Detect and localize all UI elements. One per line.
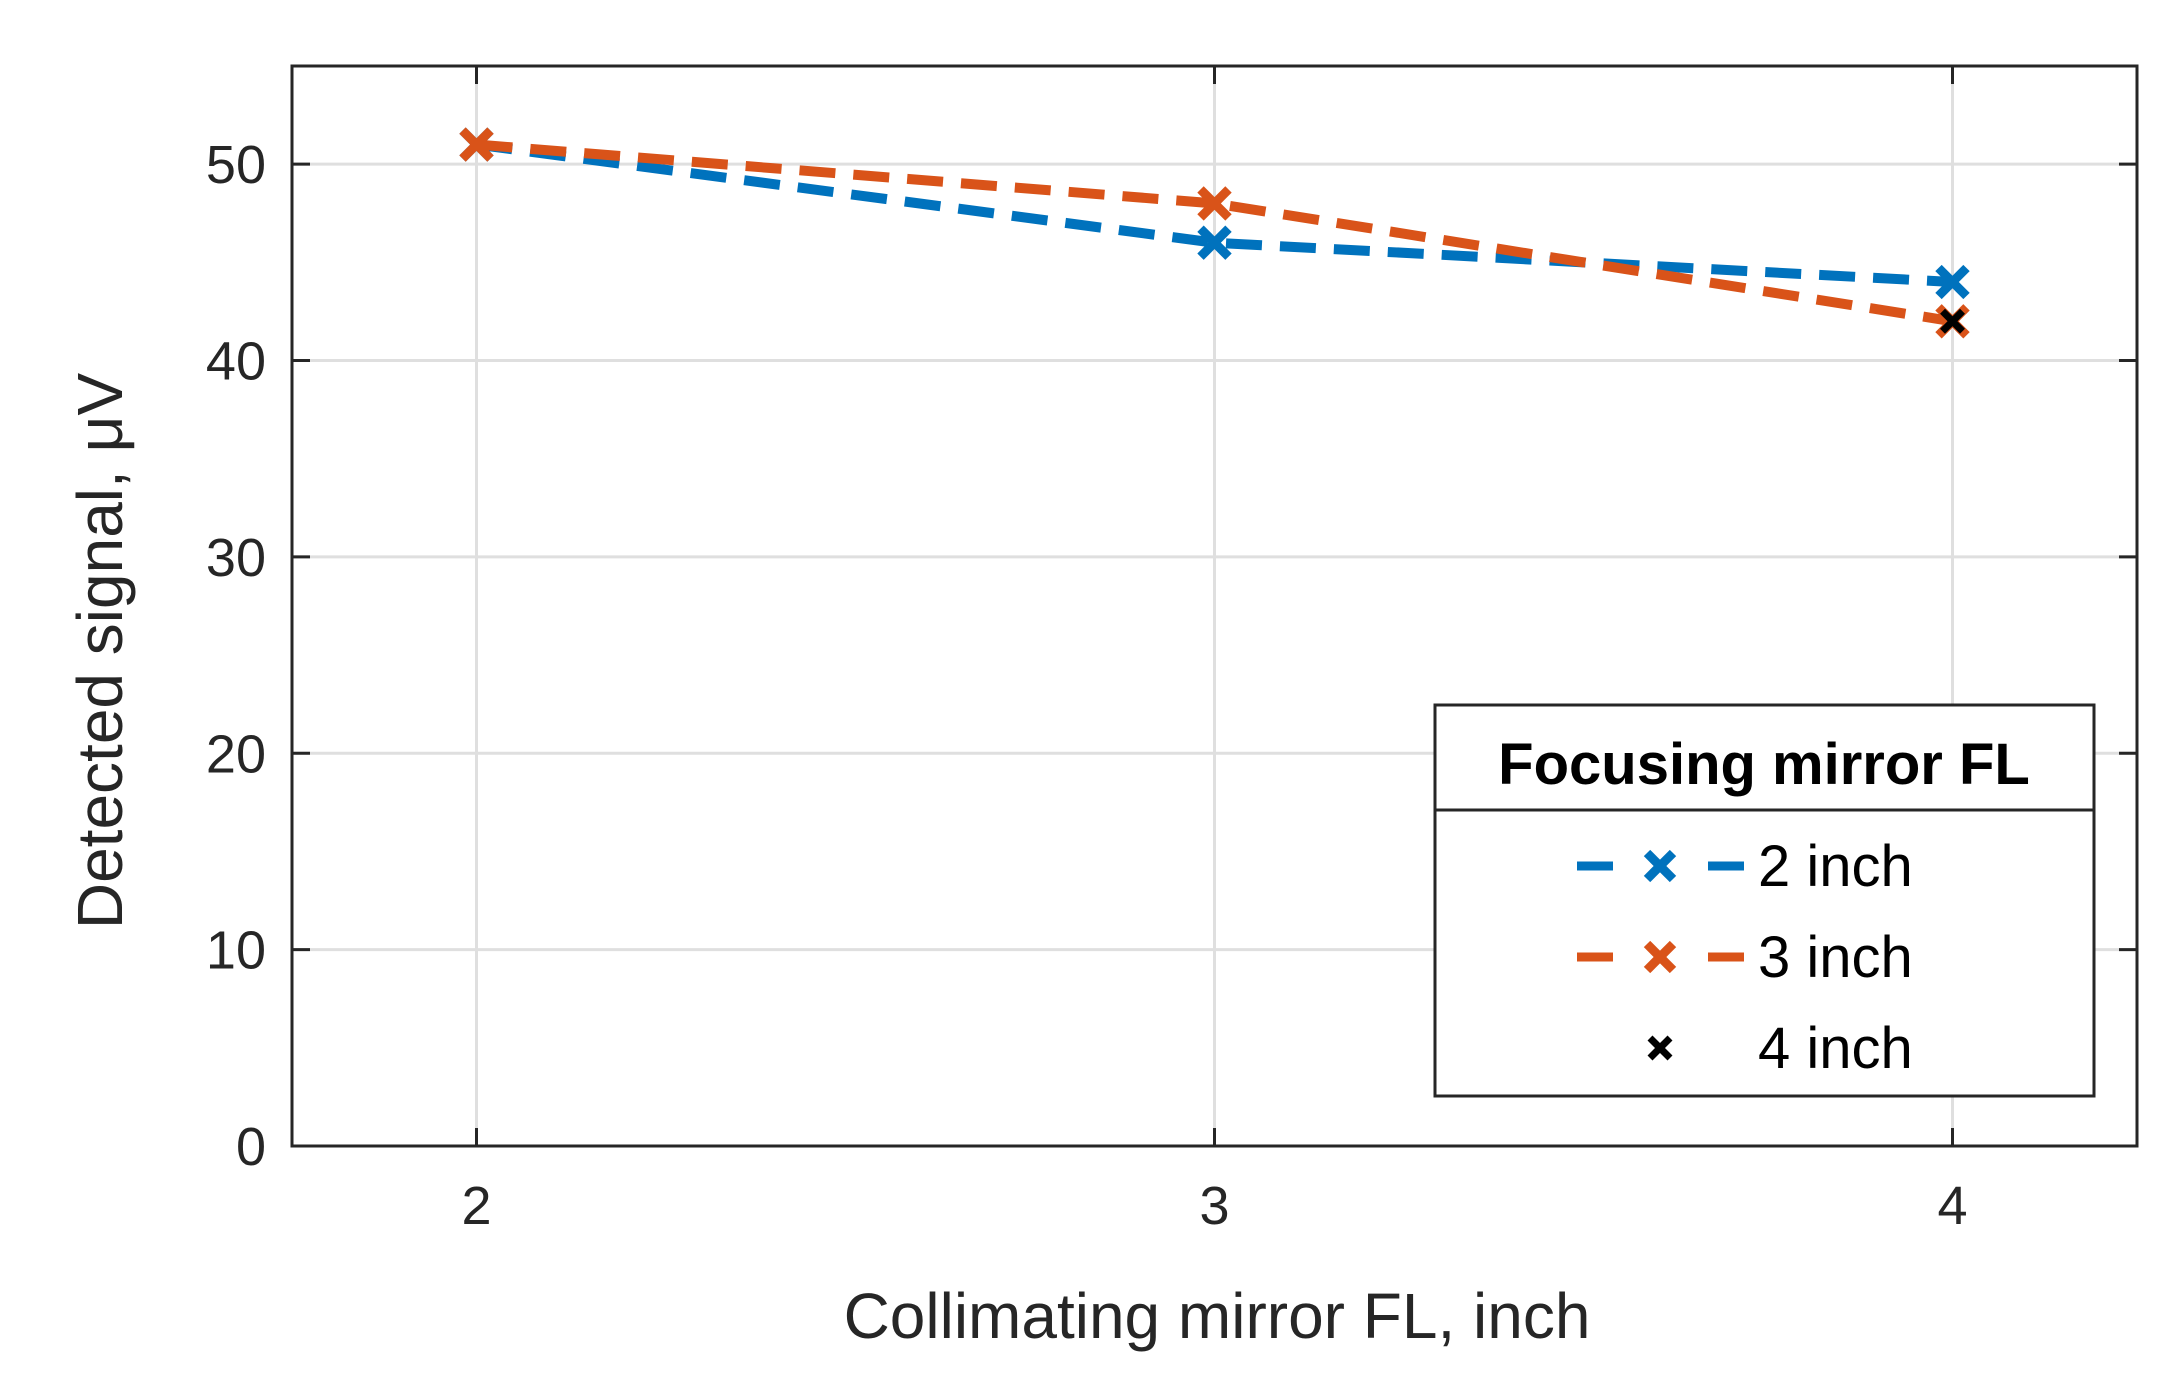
- x-tick-label-3: 3: [1199, 1176, 1229, 1236]
- legend-marker-3-inch: [1643, 940, 1677, 974]
- marker-2-inch-x4: [1935, 264, 1970, 300]
- x-tick-label-4: 4: [1937, 1176, 1967, 1236]
- marker-3-inch-x2: [459, 127, 494, 162]
- legend-label-3-inch: 3 inch: [1758, 925, 1913, 990]
- marker-2-inch-x4-stroke-b: [1935, 264, 1970, 300]
- legend: Focusing mirror FL 2 inch 3 inch 4 inch: [1433, 703, 2096, 1098]
- x-axis-title: Collimating mirror FL, inch: [844, 1280, 1591, 1352]
- y-tick-label-20: 20: [206, 724, 266, 784]
- legend-marker-3-inch-stroke-b: [1643, 940, 1677, 974]
- y-tick-label-0: 0: [236, 1117, 266, 1177]
- y-tick-label-50: 50: [206, 135, 266, 195]
- marker-4-inch-x4: [1940, 308, 1965, 334]
- legend-label-2-inch: 2 inch: [1758, 834, 1913, 899]
- series-line-2-inch: [475, 139, 1953, 287]
- legend-entries: 2 inch 3 inch 4 inch: [1577, 834, 1913, 1081]
- marker-2-inch-x3-stroke-b: [1197, 225, 1232, 260]
- legend-marker-4-inch-stroke-b: [1647, 1035, 1673, 1061]
- x-tick-label-2: 2: [461, 1176, 491, 1236]
- y-axis-title-unit: μV: [64, 373, 136, 453]
- marker-3-inch-x3: [1197, 186, 1232, 221]
- marker-3-inch-x3-stroke-b: [1197, 186, 1232, 221]
- y-tick-label-30: 30: [206, 528, 266, 588]
- marker-3-inch-x2-stroke-b: [459, 127, 494, 162]
- legend-label-4-inch: 4 inch: [1758, 1016, 1913, 1081]
- series-line-3-inch: [476, 139, 1954, 327]
- y-axis-title-text: Detected signal,: [64, 452, 136, 929]
- marker-4-inch-x4-stroke-b: [1940, 308, 1965, 334]
- legend-marker-4-inch: [1647, 1035, 1673, 1061]
- legend-title: Focusing mirror FL: [1498, 732, 2030, 797]
- y-tick-label-40: 40: [206, 332, 266, 392]
- y-tick-label-10: 10: [206, 921, 266, 981]
- data-series: [459, 127, 1970, 339]
- legend-marker-2-inch: [1643, 849, 1677, 883]
- legend-marker-2-inch-stroke-b: [1643, 849, 1677, 883]
- y-axis-title: Detected signal, μV: [64, 373, 136, 930]
- marker-2-inch-x3: [1197, 225, 1232, 260]
- legend-box: [1433, 703, 2096, 1098]
